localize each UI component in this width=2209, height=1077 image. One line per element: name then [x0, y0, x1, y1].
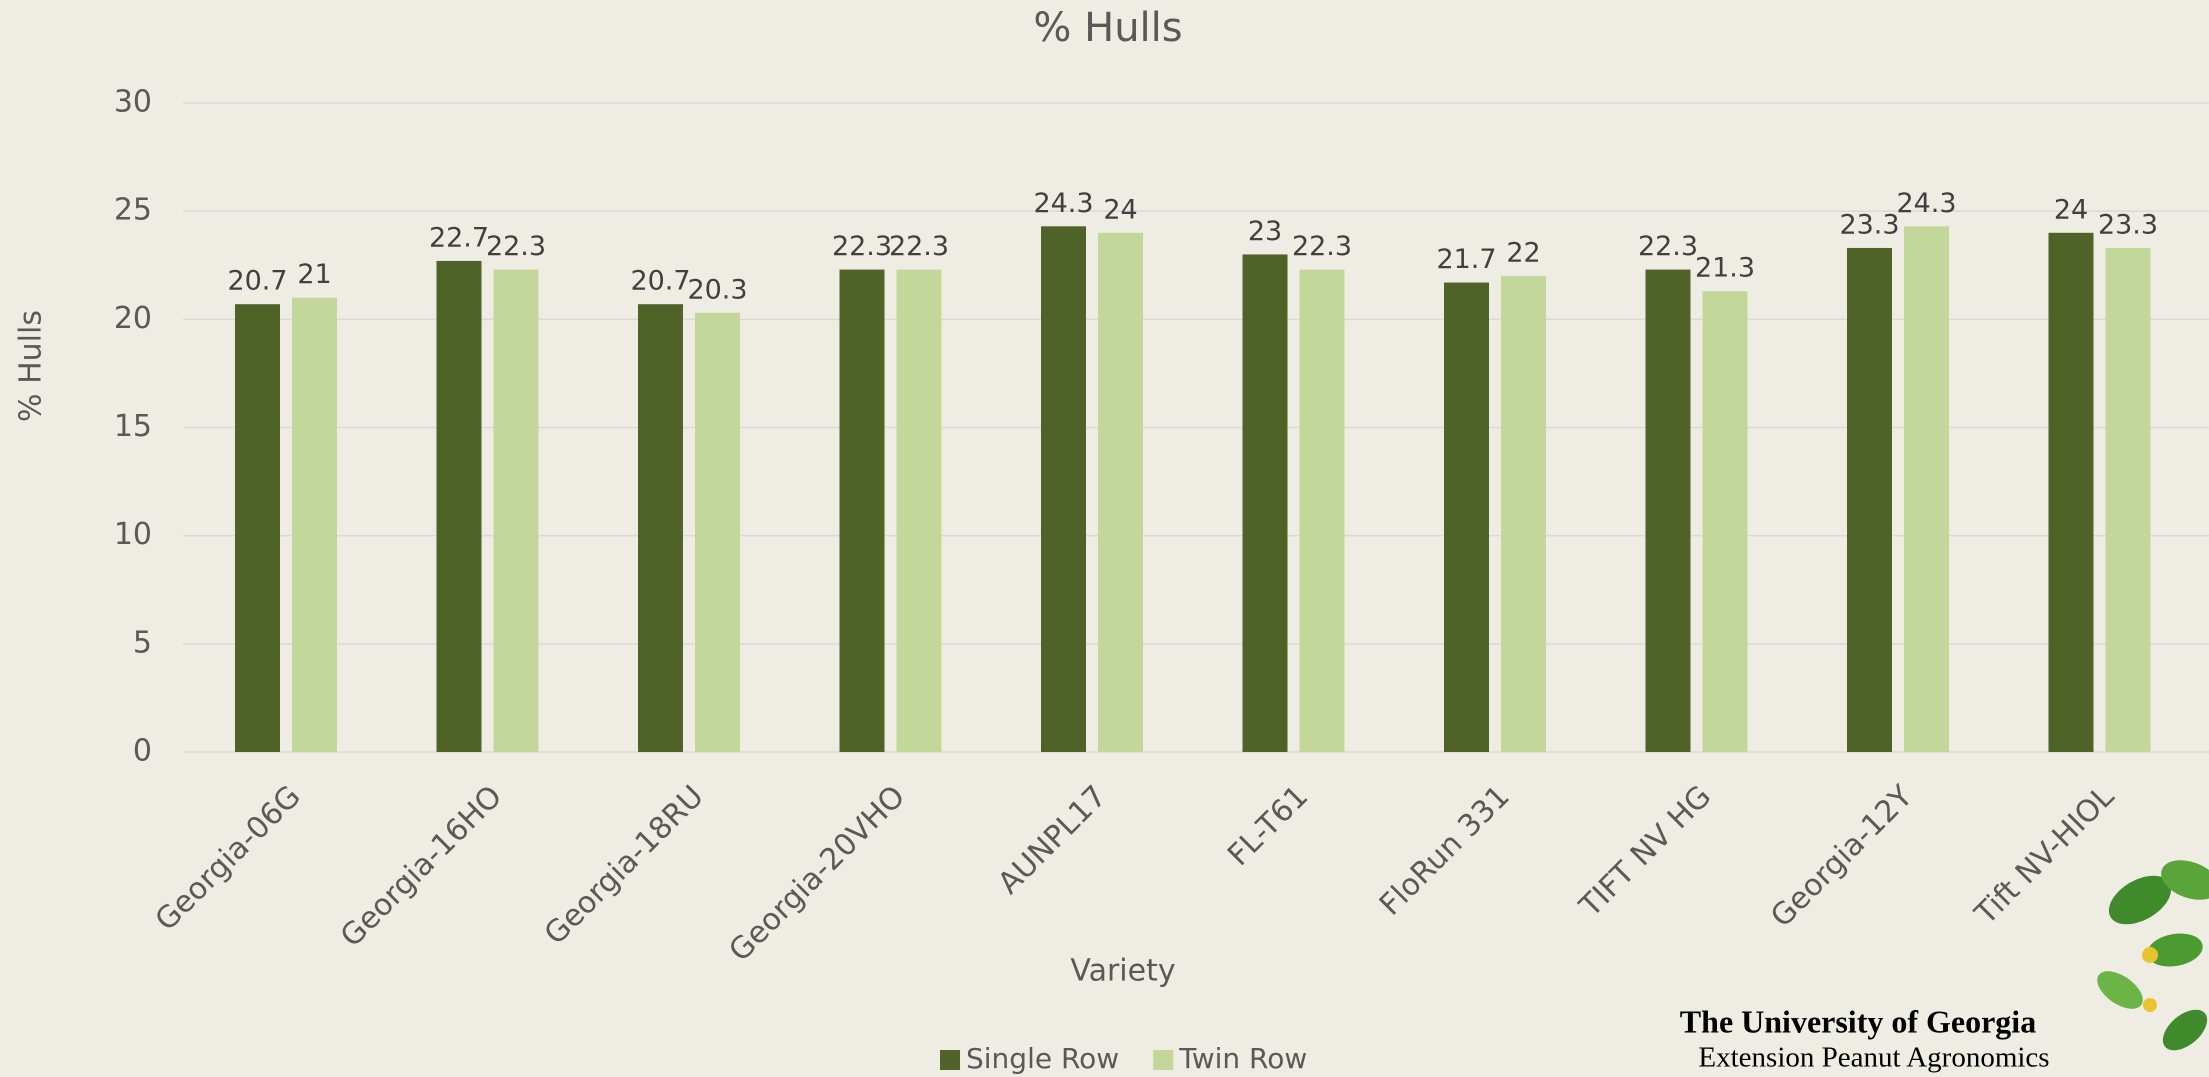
data-label: 21 — [297, 259, 331, 290]
bar — [638, 304, 683, 752]
bar — [1444, 282, 1489, 752]
data-label: 22.3 — [1638, 231, 1698, 262]
data-label: 20.7 — [630, 266, 690, 297]
plant-decoration — [2097, 860, 2209, 1051]
bar — [1242, 254, 1288, 752]
y-axis-label: % Hulls — [14, 310, 49, 422]
data-label: 20.7 — [227, 266, 287, 297]
y-tick-label: 10 — [114, 517, 152, 552]
data-label: 23 — [1248, 216, 1282, 247]
y-tick-label: 0 — [133, 734, 152, 769]
bar — [292, 297, 337, 752]
data-label: 21.3 — [1695, 253, 1755, 284]
bar — [1645, 269, 1691, 752]
data-label: 21.7 — [1436, 244, 1496, 275]
y-tick-label: 30 — [114, 85, 152, 120]
x-axis-label: Variety — [1070, 954, 1175, 989]
data-label: 22.7 — [429, 222, 489, 253]
chart-title: % Hulls — [1033, 5, 1182, 51]
bar — [1847, 247, 1892, 752]
data-label: 24 — [2054, 194, 2088, 225]
data-label: 23.3 — [1839, 209, 1899, 240]
bar — [896, 269, 942, 752]
brand-subtitle: Extension Peanut Agronomics — [1698, 1042, 2049, 1074]
legend-label: Single Row — [966, 1042, 1119, 1075]
data-label: 24.3 — [1896, 188, 1956, 219]
bar — [235, 304, 280, 752]
data-label: 24.3 — [1033, 188, 1093, 219]
data-label: 20.3 — [687, 274, 747, 305]
legend-swatch — [940, 1050, 960, 1070]
data-label: 22.3 — [1292, 231, 1352, 262]
bar — [493, 269, 539, 752]
bar — [1041, 226, 1086, 752]
bar — [1299, 269, 1345, 752]
bar — [2048, 232, 2094, 753]
data-label: 22.3 — [486, 231, 546, 262]
bar — [839, 269, 885, 752]
y-tick-label: 15 — [114, 409, 152, 444]
data-label: 22.3 — [832, 231, 892, 262]
bar — [695, 312, 740, 752]
legend-label: Twin Row — [1178, 1042, 1307, 1075]
bar — [2105, 247, 2151, 752]
bar — [1501, 276, 1546, 752]
data-label: 23.3 — [2098, 209, 2158, 240]
legend-swatch — [1153, 1050, 1174, 1070]
data-label: 22 — [1506, 238, 1540, 269]
data-label: 22.3 — [889, 231, 949, 262]
bar — [436, 260, 482, 752]
y-tick-label: 5 — [133, 625, 152, 660]
y-tick-label: 20 — [114, 301, 152, 336]
bar — [1098, 232, 1143, 753]
bar — [1904, 226, 1949, 752]
brand-title: The University of Georgia — [1680, 1003, 2036, 1039]
bar — [1702, 291, 1748, 752]
data-label: 24 — [1103, 194, 1137, 225]
y-tick-label: 25 — [114, 193, 152, 228]
